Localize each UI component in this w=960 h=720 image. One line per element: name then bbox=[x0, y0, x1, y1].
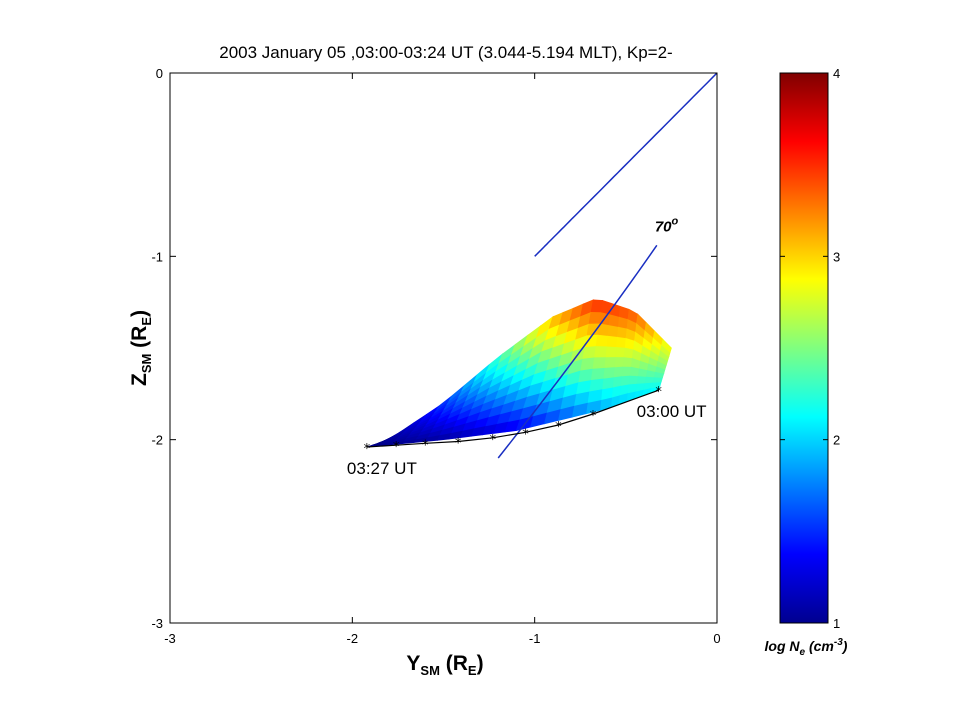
trajectory-marker: * bbox=[422, 438, 429, 453]
latitude-label: 70o bbox=[655, 215, 679, 235]
colorbar-ticks: 1 2 3 4 bbox=[780, 66, 840, 631]
density-cell bbox=[613, 365, 624, 378]
trajectory-markers: * * * * * * * * * bbox=[364, 385, 663, 457]
trajectory-marker: * bbox=[455, 437, 462, 452]
trajectory-start-label: 03:00 UT bbox=[637, 402, 707, 421]
density-cell bbox=[590, 367, 606, 381]
plot-frame bbox=[169, 72, 718, 624]
density-cell bbox=[661, 338, 672, 353]
density-cell bbox=[622, 356, 633, 367]
earth-circle bbox=[534, 73, 717, 257]
x-axis-label: YSM (RE) bbox=[406, 652, 483, 678]
density-cell bbox=[603, 366, 616, 379]
latitude-line bbox=[497, 244, 658, 459]
density-cell bbox=[595, 333, 609, 347]
colorbar-tick-label: 4 bbox=[833, 66, 840, 81]
density-cell bbox=[582, 345, 597, 359]
trajectory-line bbox=[366, 389, 659, 448]
density-cell bbox=[609, 302, 621, 318]
y-tick-label: 0 bbox=[156, 66, 163, 81]
density-cell bbox=[605, 345, 618, 358]
density-cell bbox=[618, 305, 630, 320]
colorbar-tick-label: 1 bbox=[833, 616, 840, 631]
x-tick-label: -2 bbox=[347, 631, 359, 646]
trajectory-marker: * bbox=[522, 427, 529, 442]
density-cell bbox=[604, 356, 617, 368]
y-tick-label: -2 bbox=[151, 433, 163, 448]
density-cell bbox=[615, 346, 626, 358]
colorbar-tick-label: 2 bbox=[833, 433, 840, 448]
chart-title: 2003 January 05 ,03:00-03:24 UT (3.044-5… bbox=[219, 43, 672, 62]
density-cell bbox=[616, 336, 627, 348]
density-cell bbox=[592, 356, 607, 369]
y-axis-ticks: 0 -1 -2 -3 bbox=[151, 66, 717, 631]
density-cell bbox=[602, 376, 615, 390]
x-axis-ticks: -3 -2 -1 0 bbox=[164, 73, 721, 646]
density-cell bbox=[621, 365, 632, 377]
colorbar bbox=[779, 72, 829, 624]
trajectory-marker: * bbox=[590, 409, 597, 424]
density-cell bbox=[588, 311, 602, 324]
trajectory-end-label: 03:27 UT bbox=[347, 459, 417, 478]
density-cell bbox=[589, 377, 605, 392]
y-tick-label: -1 bbox=[151, 249, 163, 264]
density-field bbox=[366, 299, 672, 448]
trajectory-marker: * bbox=[555, 420, 562, 435]
density-cell bbox=[594, 345, 608, 358]
trajectory-marker: * bbox=[655, 385, 662, 400]
y-axis-label: ZSM (RE) bbox=[128, 310, 154, 386]
x-tick-label: 0 bbox=[713, 631, 720, 646]
trajectory-marker: * bbox=[393, 440, 400, 455]
density-cell bbox=[614, 356, 625, 368]
y-tick-label: -3 bbox=[151, 616, 163, 631]
colorbar-tick-label: 3 bbox=[833, 249, 840, 264]
x-tick-label: -1 bbox=[529, 631, 541, 646]
density-cell bbox=[580, 356, 596, 371]
trajectory-marker: * bbox=[489, 433, 496, 448]
trajectory-marker: * bbox=[364, 442, 371, 457]
colorbar-label: log Ne (cm-3) bbox=[765, 637, 848, 658]
x-tick-label: -3 bbox=[164, 631, 176, 646]
plot-area: * * * * * * * * * bbox=[364, 73, 717, 459]
density-cell bbox=[606, 335, 619, 348]
